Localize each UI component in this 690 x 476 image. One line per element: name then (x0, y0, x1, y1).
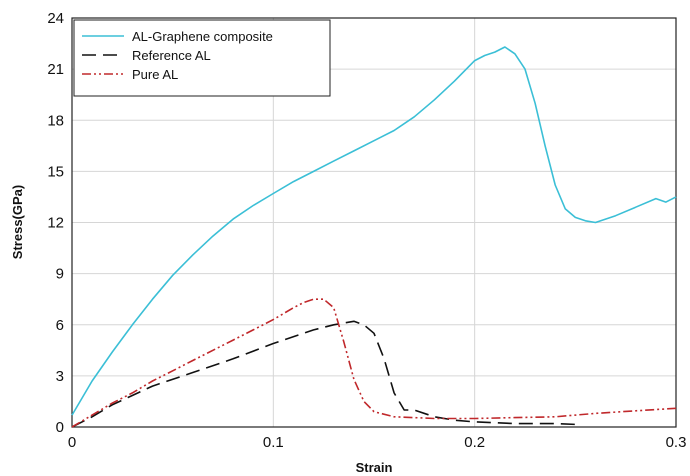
legend-label-1: Reference AL (132, 48, 211, 63)
plot-area-frame (71, 17, 677, 428)
y-tick-label: 12 (47, 215, 64, 232)
y-tick-label: 6 (56, 317, 64, 334)
series-line-0 (71, 46, 677, 416)
legend-label-0: AL-Graphene composite (132, 29, 273, 44)
x-tick-label: 0.2 (464, 434, 485, 451)
x-tick-label: 0 (68, 434, 76, 451)
y-axis-title: Stress(GPa) (10, 185, 25, 259)
y-tick-label: 15 (47, 163, 64, 180)
legend-box (73, 19, 331, 97)
y-tick-label: 0 (56, 419, 64, 436)
series-lines (71, 46, 677, 428)
legend: AL-Graphene composite Reference AL Pure AL (73, 19, 331, 97)
y-tick-label: 24 (47, 10, 64, 27)
y-tick-label: 21 (47, 61, 64, 78)
y-tick-label: 18 (47, 112, 64, 129)
x-tick-label: 0.3 (666, 434, 687, 451)
series-line-2 (71, 298, 677, 428)
tick-labels: 0 3 6 9 12 15 18 21 24 0 0.1 0.2 0.3 (47, 10, 686, 451)
series-line-1 (71, 320, 576, 428)
x-axis-title: Strain (356, 460, 393, 475)
y-tick-label: 3 (56, 368, 64, 385)
x-tick-label: 0.1 (263, 434, 284, 451)
y-tick-label: 9 (56, 266, 64, 283)
legend-label-2: Pure AL (132, 67, 178, 82)
